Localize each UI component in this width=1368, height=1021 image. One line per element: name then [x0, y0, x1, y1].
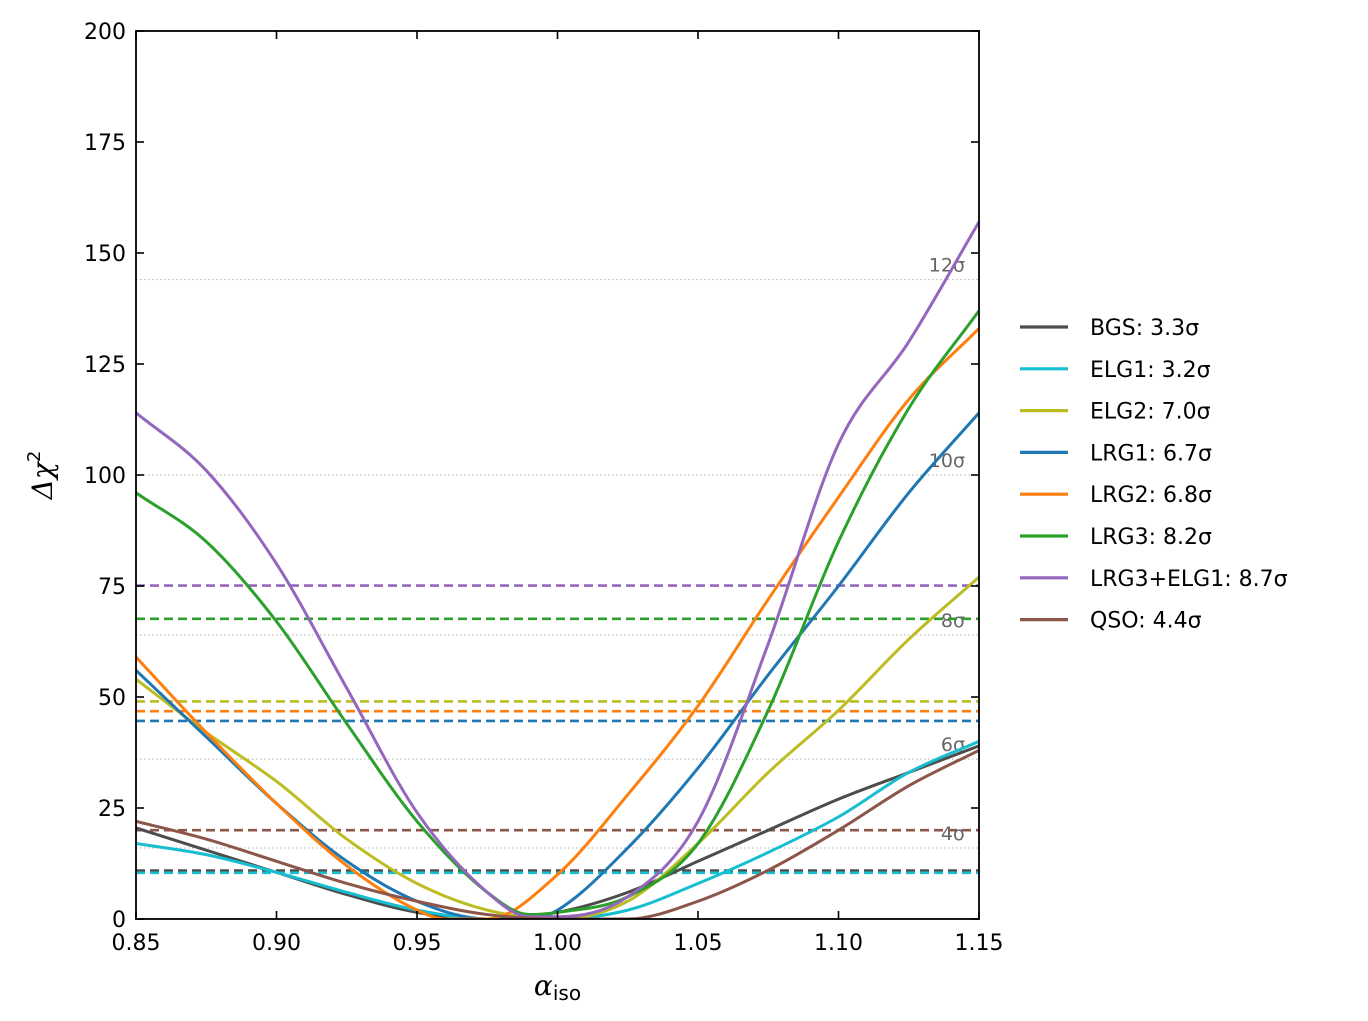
- x-tick-label-0: 0.85: [112, 931, 161, 956]
- y-axis-label: Δχ2: [24, 451, 59, 501]
- sigma-label-0: 4σ: [941, 823, 965, 845]
- sigma-label-3: 10σ: [929, 450, 965, 472]
- legend-entry-6: LRG3+ELG1: 8.7σ: [1090, 567, 1288, 592]
- y-tick-label-4: 100: [84, 464, 126, 489]
- series-line-7: [136, 748, 979, 919]
- y-tick-label-2: 50: [98, 686, 126, 711]
- series-line-4: [136, 327, 979, 919]
- x-tick-label-1: 0.90: [252, 931, 301, 956]
- y-tick-label-1: 25: [98, 797, 126, 822]
- y-tick-label-3: 75: [98, 575, 126, 600]
- legend-entry-3: LRG1: 6.7σ: [1090, 441, 1212, 466]
- legend: BGS: 3.3σ ELG1: 3.2σ ELG2: 7.0σ LRG1: 6.7σ L…: [1020, 316, 1288, 634]
- y-tick-label-7: 175: [84, 131, 126, 156]
- legend-entry-5: LRG3: 8.2σ: [1090, 525, 1212, 550]
- x-tick-label-6: 1.15: [955, 931, 1004, 956]
- x-axis-label: αiso: [534, 969, 581, 1005]
- x-tick-label-3: 1.00: [533, 931, 582, 956]
- x-axis-label-main: α: [534, 969, 553, 1002]
- legend-entry-7: QSO: 4.4σ: [1090, 609, 1202, 634]
- sigma-label-2: 8σ: [941, 610, 965, 632]
- x-tick-label-5: 1.10: [814, 931, 863, 956]
- y-axis-label-sup: 2: [24, 451, 45, 462]
- y-tick-label-6: 150: [84, 242, 126, 267]
- x-axis-label-sub: iso: [553, 981, 581, 1005]
- x-tick-label-2: 0.95: [393, 931, 442, 956]
- y-tick-label-0: 0: [112, 908, 126, 933]
- legend-entry-2: ELG2: 7.0σ: [1090, 400, 1211, 425]
- series-line-5: [136, 309, 979, 917]
- x-tick-label-4: 1.05: [674, 931, 723, 956]
- legend-entry-1: ELG1: 3.2σ: [1090, 358, 1211, 383]
- y-axis-label-main: Δχ: [26, 460, 59, 500]
- legend-entry-0: BGS: 3.3σ: [1090, 316, 1199, 341]
- y-tick-label-8: 200: [84, 20, 126, 45]
- y-tick-label-5: 125: [84, 353, 126, 378]
- axes: 0.85 0.90 0.95 1.00 1.05 1.10 1.15 0 25 50 75 100 12…: [24, 20, 1003, 1005]
- legend-entry-4: LRG2: 6.8σ: [1090, 483, 1212, 508]
